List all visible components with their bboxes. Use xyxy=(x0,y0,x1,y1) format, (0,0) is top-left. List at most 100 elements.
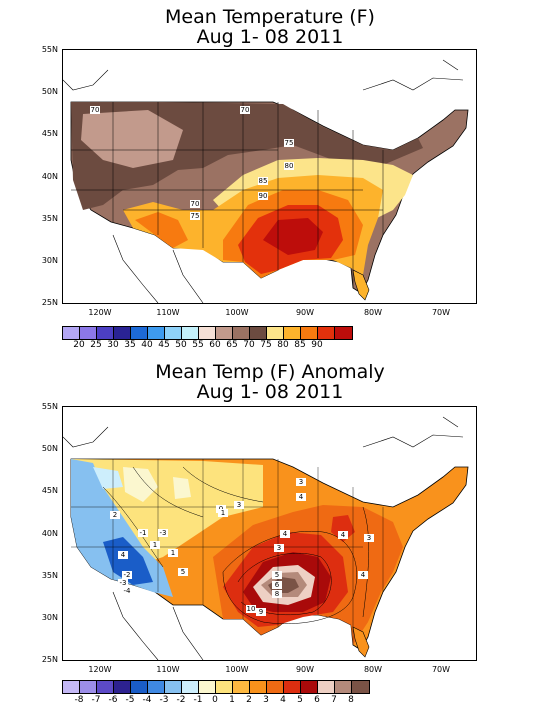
colorbar-swatch xyxy=(250,327,267,339)
colorbar-swatch xyxy=(97,327,114,339)
contour-label-bg xyxy=(90,106,100,114)
contour-label: 4 xyxy=(361,571,366,579)
lat-label: 30N xyxy=(41,612,58,622)
colorbar-swatch xyxy=(148,681,165,693)
contour-label: 80 xyxy=(285,162,294,170)
contour-label-bg xyxy=(218,509,228,517)
bottom-title-line2: Aug 1- 08 2011 xyxy=(196,381,344,403)
colorbar-swatch xyxy=(114,327,131,339)
colorbar-label: 8 xyxy=(348,695,354,705)
region-neg-deep xyxy=(103,537,153,585)
mexico-outline xyxy=(112,591,204,660)
contour-label-bg xyxy=(280,530,290,538)
contour-label-bg xyxy=(158,529,168,537)
contour-label-bg xyxy=(256,608,266,616)
colorbar-swatch xyxy=(80,327,97,339)
colorbar-swatch xyxy=(335,327,352,339)
contour-label: 90 xyxy=(259,192,268,200)
contour-label: -4 xyxy=(124,587,132,595)
colorbar-label: 65 xyxy=(226,340,238,350)
colorbar-swatch xyxy=(250,681,267,693)
contour-label-bg xyxy=(358,571,368,579)
contour-label-bg xyxy=(190,200,200,208)
lat-label: 55N xyxy=(41,45,58,54)
colorbar-swatch xyxy=(148,327,165,339)
contour-label: 4 xyxy=(283,530,288,538)
contour-label-bg xyxy=(284,139,294,147)
colorbar-swatch xyxy=(284,327,301,339)
contour-label: 4 xyxy=(299,493,304,501)
contour-label: 75 xyxy=(191,212,200,220)
contour-label-bg xyxy=(122,571,132,579)
colorbar-swatch xyxy=(97,681,114,693)
colorbar-label: -6 xyxy=(108,695,118,705)
contour-label: 70 xyxy=(241,106,250,114)
region-neutral-west xyxy=(93,467,123,489)
colorbar-swatch xyxy=(267,681,284,693)
colorbar-label: 6 xyxy=(314,695,320,705)
contour-label: -3 xyxy=(160,529,167,537)
contour-label-bg xyxy=(118,579,128,587)
colorbar-label: 25 xyxy=(90,340,102,350)
colorbar-label: 60 xyxy=(209,340,221,350)
region-65-west xyxy=(81,110,183,168)
colorbar-swatch xyxy=(335,681,352,693)
contour-label-bg xyxy=(258,192,268,200)
colorbar-swatch xyxy=(131,681,148,693)
contour-label-bg xyxy=(118,551,128,559)
colorbar-label: -7 xyxy=(91,695,101,705)
top-title-line1: Mean Temperature (F) xyxy=(165,6,375,28)
contour-label: -1 xyxy=(140,529,147,537)
contour-label: 6 xyxy=(275,581,280,589)
contour-label-bg xyxy=(138,529,148,537)
contour-label: 70 xyxy=(91,106,100,114)
top-colorbar xyxy=(62,326,353,340)
lat-label: 30N xyxy=(41,255,58,265)
lon-label: 70W xyxy=(431,665,451,674)
colorbar-swatch xyxy=(301,327,318,339)
contour-label-bg xyxy=(272,581,282,589)
contour-label: 4 xyxy=(121,551,126,559)
lon-label: 90W xyxy=(295,308,315,317)
colorbar-swatch xyxy=(216,681,233,693)
lon-label: 120W xyxy=(88,308,112,317)
colorbar-label: 35 xyxy=(124,340,136,350)
colorbar-swatch xyxy=(182,327,199,339)
colorbar-label: 55 xyxy=(192,340,204,350)
colorbar-label: -4 xyxy=(142,695,152,705)
contour-label-bg xyxy=(234,501,244,509)
colorbar-swatch xyxy=(301,681,318,693)
contour-label-bg xyxy=(296,493,306,501)
lat-label: 45N xyxy=(41,129,58,139)
colorbar-swatch xyxy=(318,327,335,339)
lat-label: 35N xyxy=(41,213,58,223)
colorbar-label: 7 xyxy=(331,695,337,705)
contour-label: -2 xyxy=(124,571,131,579)
colorbar-swatch xyxy=(182,681,199,693)
top-map-svg: 70 70 75 80 85 90 70 75 xyxy=(63,59,469,303)
lat-label: 35N xyxy=(41,570,58,580)
colorbar-swatch xyxy=(80,681,97,693)
contour-label: -3 xyxy=(120,579,127,587)
contour-label: 5 xyxy=(181,568,185,576)
contour-label-bg xyxy=(338,531,348,539)
contour-label: 70 xyxy=(191,200,200,208)
colorbar-label: 1 xyxy=(229,695,235,705)
colorbar-label: 75 xyxy=(260,340,272,350)
colorbar-label: 40 xyxy=(141,340,153,350)
contour-label-bg xyxy=(364,534,374,542)
colorbar-label: -5 xyxy=(125,695,135,705)
colorbar-label: 70 xyxy=(243,340,255,350)
contour-label: 3 xyxy=(277,544,281,552)
contour-label-bg xyxy=(284,162,294,170)
colorbar-swatch xyxy=(63,681,80,693)
contour-label: 2 xyxy=(113,511,117,519)
lat-label: 25N xyxy=(41,298,58,307)
colorbar-label: 80 xyxy=(277,340,289,350)
colorbar-swatch xyxy=(233,327,250,339)
region-negative xyxy=(71,459,173,597)
contour-label-bg xyxy=(272,571,282,579)
contour-label: 3 xyxy=(367,534,371,542)
